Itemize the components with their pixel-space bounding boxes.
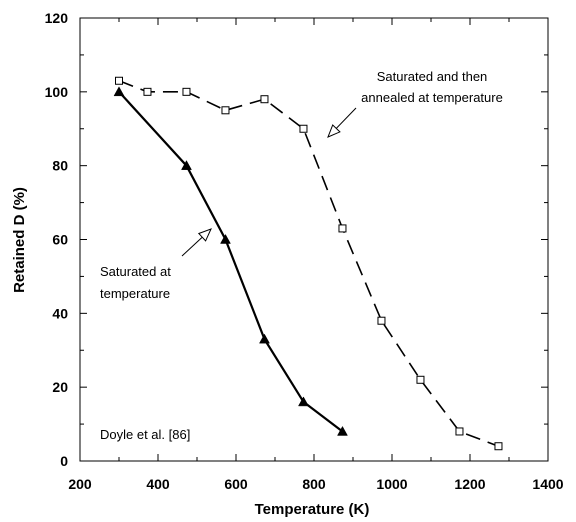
annotation-annealed-line-2: annealed at temperature: [361, 90, 503, 105]
series-1-point-2: [182, 87, 191, 96]
annotation-annealed-arrow-shaft: [335, 107, 357, 129]
series-1-point-0: [115, 76, 123, 85]
annotation-annealed-line-1: Saturated and then: [377, 69, 488, 84]
series-layer: [113, 76, 503, 451]
annotation-saturated-arrow-head: [197, 228, 212, 242]
series-0-line: [118, 91, 344, 433]
y-tick-label-5: 100: [45, 84, 69, 100]
plot-frame: [79, 17, 549, 462]
annotation-annealed-arrow-head: [327, 124, 341, 138]
x-tick-label-0: 200: [68, 476, 92, 492]
x-tick-label-2: 600: [224, 476, 248, 492]
series-0-point-4: [298, 396, 309, 407]
series-1-point-1: [143, 87, 152, 96]
x-tick-label-6: 1400: [532, 476, 563, 492]
series-1-point-4: [260, 95, 269, 104]
annotation-saturated-line-2: temperature: [100, 286, 170, 301]
y-tick-label-4: 80: [52, 158, 68, 174]
x-tick-label-3: 800: [302, 476, 326, 492]
x-tick-label-5: 1200: [454, 476, 485, 492]
series-1-point-6: [338, 224, 347, 233]
series-1-point-9: [455, 427, 464, 436]
series-1-point-5: [299, 124, 308, 133]
annotation-saturated-line-1: Saturated at: [100, 264, 171, 279]
y-tick-label-6: 120: [45, 10, 69, 26]
series-0-point-0: [113, 86, 125, 97]
axis-tick-labels: 200 400 600 800 1000 1200 1400 0 20 40 60 80 100 120: [45, 10, 564, 492]
series-1-point-8: [416, 375, 425, 384]
y-tick-label-1: 20: [52, 379, 68, 395]
y-axis-label: Retained D (%): [11, 187, 28, 293]
x-tick-label-1: 400: [146, 476, 170, 492]
x-tick-label-4: 1000: [376, 476, 407, 492]
annotation-annealed: Saturated and then annealed at temperatu…: [327, 69, 503, 138]
axis-ticks: [79, 17, 549, 462]
series-0-point-5: [337, 425, 348, 436]
series-0-point-1: [181, 160, 192, 170]
series-0-point-2: [220, 233, 231, 244]
y-tick-label-2: 40: [52, 305, 68, 321]
series-0-point-3: [259, 333, 270, 344]
y-tick-label-3: 60: [52, 232, 68, 248]
y-tick-label-0: 0: [60, 453, 68, 469]
series-1-point-7: [377, 316, 386, 325]
series-1-point-3: [221, 106, 230, 115]
annotation-saturated-arrow-shaft: [181, 236, 203, 257]
annotation-saturated: Saturated at temperature: [100, 228, 212, 301]
annotation-source: Doyle et al. [86]: [100, 427, 190, 442]
x-axis-label: Temperature (K): [255, 501, 370, 518]
series-1-point-10: [494, 442, 503, 451]
series-1-line: [118, 80, 499, 447]
